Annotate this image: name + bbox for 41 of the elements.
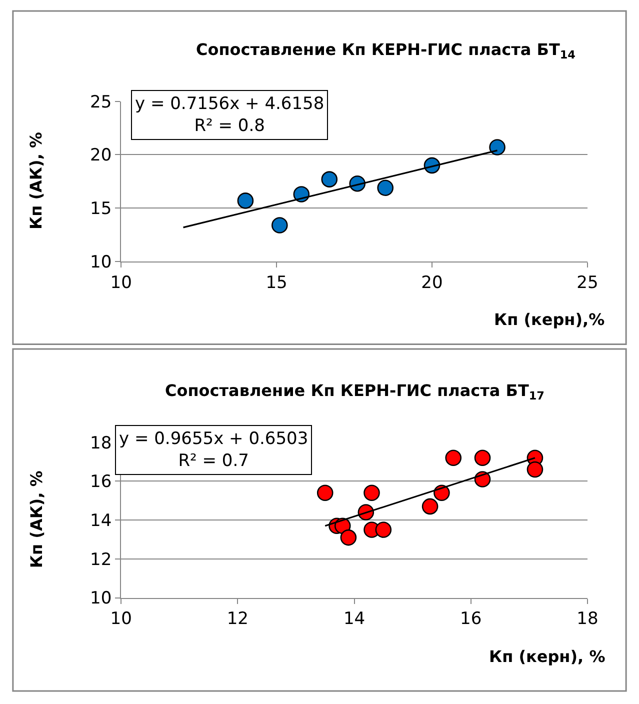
point [272, 217, 288, 234]
annotation: y = 0.9655x + 0.6503 [119, 429, 308, 449]
point [377, 180, 394, 196]
y-tick-label: 10 [90, 252, 112, 273]
point [445, 450, 462, 466]
chart-title: Сопоставление Кп КЕРН-ГИС пласта БТ$_{14}$ [196, 40, 576, 62]
point [364, 484, 380, 501]
x-tick-label: 20 [421, 273, 443, 294]
annotation: y = 0.7156x + 4.6158 [135, 94, 324, 114]
point [316, 484, 334, 501]
x-axis-title: Кп (керн),% [494, 310, 605, 329]
y-tick-label: 16 [90, 472, 112, 492]
x-tick-label: 14 [343, 609, 366, 630]
x-tick-label: 15 [266, 273, 288, 294]
point [321, 171, 338, 188]
y-tick-label: 12 [90, 550, 112, 570]
annotation: R² = 0.8 [194, 116, 265, 136]
x-tick-label: 16 [460, 609, 482, 630]
x-tick-label: 18 [576, 609, 598, 630]
point [422, 498, 438, 515]
y-tick-label: 14 [90, 511, 112, 532]
annotation: R² = 0.7 [178, 451, 249, 472]
point [375, 522, 392, 538]
point [474, 450, 491, 466]
y-axis-title: Кп (АК), % [26, 470, 46, 568]
y-tick-label: 25 [90, 92, 112, 112]
x-axis-title: Кп (керн), % [489, 647, 606, 666]
point [340, 529, 357, 546]
x-tick-label: 10 [110, 273, 132, 294]
point [526, 461, 544, 478]
y-tick-label: 18 [90, 433, 112, 454]
x-tick-label: 12 [226, 609, 248, 630]
point [489, 139, 506, 156]
y-tick-label: 20 [90, 146, 112, 166]
y-tick-label: 15 [90, 199, 112, 220]
x-tick-label: 25 [576, 273, 598, 294]
point [237, 192, 254, 209]
y-axis-title: Кп (АК), % [26, 132, 46, 230]
y-tick-label: 10 [90, 588, 112, 609]
chart-title: Сопоставление Кп КЕРН-ГИС пласта БТ$_{17}$ [165, 381, 544, 402]
x-tick-label: 10 [110, 609, 132, 630]
